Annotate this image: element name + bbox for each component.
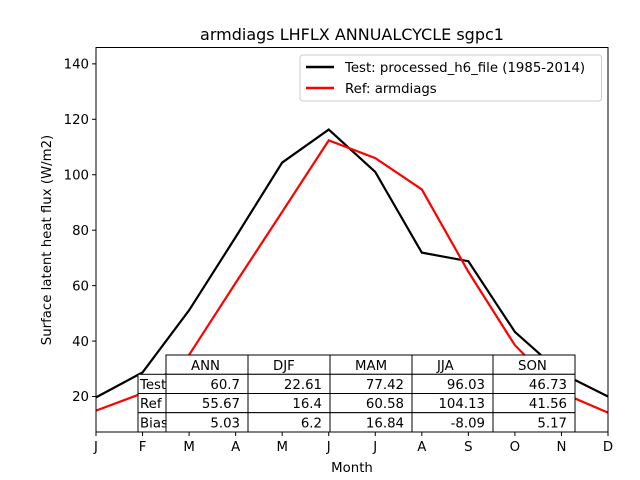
legend-label-ref: Ref: armdiags — [345, 82, 437, 97]
x-tick-label: M — [276, 440, 287, 455]
y-tick-label: 20 — [72, 390, 89, 405]
legend-label-test: Test: processed_h6_file (1985-2014) — [344, 61, 585, 76]
x-tick-label: O — [510, 440, 520, 455]
y-axis-label: Surface latent heat flux (W/m2) — [40, 135, 55, 346]
y-tick-label: 120 — [64, 113, 89, 128]
chart-title: armdiags LHFLX ANNUALCYCLE sgpc1 — [200, 25, 504, 44]
x-tick-label: N — [556, 440, 566, 455]
table-cell-value: 60.7 — [210, 378, 240, 393]
table-cell-value: 96.03 — [447, 378, 485, 393]
table-cell-value: -8.09 — [451, 417, 485, 432]
x-tick-label: S — [464, 440, 472, 455]
x-tick-label: F — [139, 440, 147, 455]
table-row-label: Ref — [140, 397, 162, 412]
y-axis: 20 40 60 80 100 120 140 — [64, 58, 96, 405]
y-tick-label: 80 — [72, 224, 89, 239]
stats-table: ANN DJF MAM JJA SON Test 60.7 22.61 77.42 96.03 46… — [137, 354, 576, 433]
x-tick-label: J — [326, 440, 331, 455]
table-cell-value: 6.2 — [301, 417, 322, 432]
legend: Test: processed_h6_file (1985-2014) Ref:… — [299, 54, 602, 102]
table-header-label: JJA — [436, 359, 454, 374]
table-header-label: ANN — [191, 359, 220, 374]
table-cell-value: 77.42 — [366, 378, 404, 393]
table-cell-value: 55.67 — [202, 397, 240, 412]
table-cell-value: 16.84 — [366, 417, 404, 432]
plot-frame — [95, 47, 609, 433]
y-tick-label: 40 — [72, 335, 89, 350]
y-tick-label: 140 — [64, 58, 89, 73]
y-tick-label: 60 — [72, 279, 89, 294]
legend-box — [299, 54, 602, 102]
table-header-label: DJF — [273, 359, 295, 374]
series-line-test — [95, 128, 609, 399]
table-header-label: SON — [518, 359, 547, 374]
table-cell-value: 5.17 — [537, 417, 567, 432]
table-cell-value: 60.58 — [366, 397, 404, 412]
table-cell-value: 16.4 — [292, 397, 322, 412]
table-cell-value: 5.03 — [210, 417, 240, 432]
table-row-label: Test — [139, 378, 166, 393]
y-tick-label: 100 — [64, 168, 89, 183]
table-cell-value: 22.61 — [284, 378, 322, 393]
table-header-label: MAM — [355, 359, 387, 374]
x-axis-label: Month — [331, 461, 373, 476]
table-cell-value: 41.56 — [529, 397, 567, 412]
table-cell-value: 104.13 — [438, 397, 485, 412]
x-tick-label: A — [417, 440, 426, 455]
x-tick-label: M — [183, 440, 194, 455]
x-tick-label: J — [93, 440, 98, 455]
x-tick-label: D — [603, 440, 613, 455]
x-tick-label: J — [372, 440, 377, 455]
table-row-label: Bias — [140, 417, 168, 432]
table-cell-value: 46.73 — [529, 378, 567, 393]
x-tick-label: A — [231, 440, 240, 455]
